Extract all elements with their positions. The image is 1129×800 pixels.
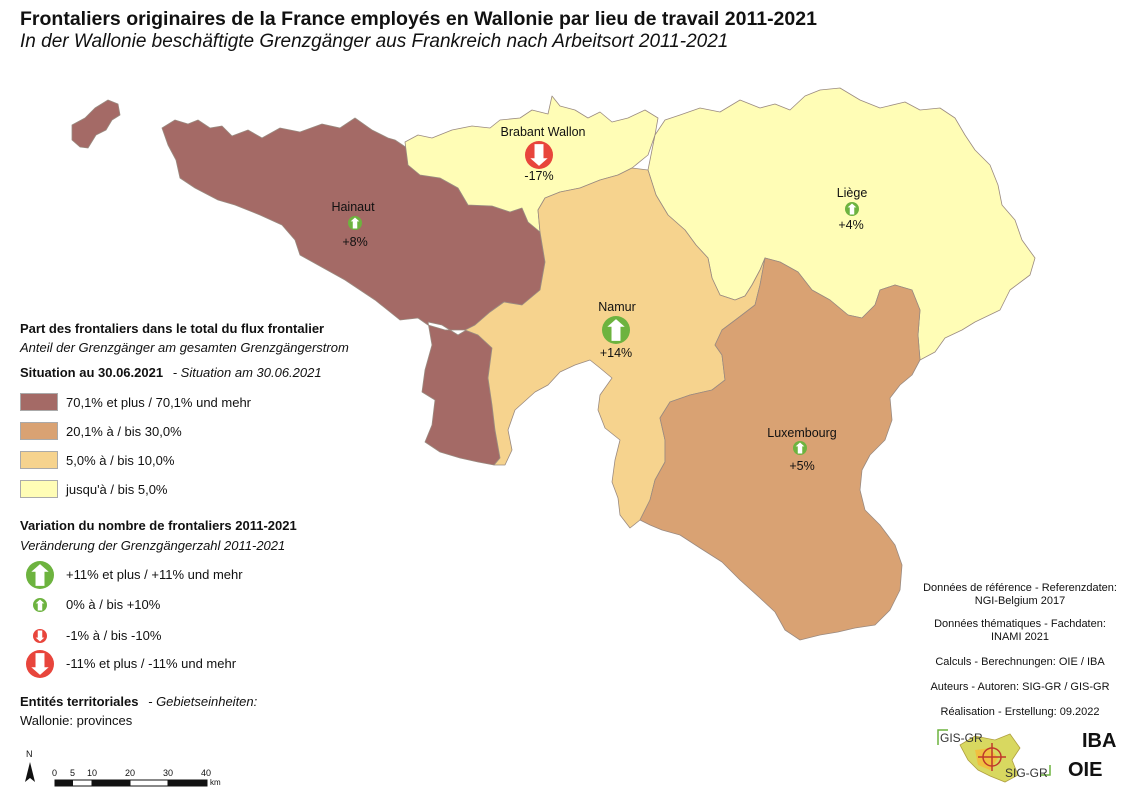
trend-arrow-luxembourg-icon xyxy=(793,441,807,455)
legend-arrow-small-down-icon xyxy=(33,629,47,643)
legend-share-label-2: 20,1% à / bis 30,0% xyxy=(66,423,182,439)
credits-theme-value: INAMI 2021 xyxy=(990,631,1050,643)
province-hainaut-enclave xyxy=(71,99,121,149)
change-label-liege: +4% xyxy=(838,218,864,232)
scale-tick-20: 20 xyxy=(125,768,136,778)
scale-bar xyxy=(25,762,208,787)
province-hainaut xyxy=(161,117,546,466)
legend-arrow-large-down-icon xyxy=(26,650,54,678)
legend-variation-class-2: 0% à / bis +10% xyxy=(20,597,160,612)
legend-share-label-3: 5,0% à / bis 10,0% xyxy=(66,452,175,468)
scale-tick-40: 40 xyxy=(201,768,212,778)
change-label-brabant-wallon: -17% xyxy=(524,169,554,183)
legend-share-title: Part des frontaliers dans le total du fl… xyxy=(20,321,325,336)
legend-share-label-4: jusqu'à / bis 5,0% xyxy=(66,481,168,497)
legend-share-class-4: jusqu'à / bis 5,0% xyxy=(20,478,168,500)
legend-variation-label-4: -11% et plus / -11% und mehr xyxy=(66,656,237,671)
province-label-luxembourg: Luxembourg xyxy=(767,426,837,440)
map-subtitle: In der Wallonie beschäftigte Grenzgänger… xyxy=(20,31,729,52)
legend-arrow-small-up-icon xyxy=(33,598,47,612)
province-namur xyxy=(464,167,766,529)
credits-ref-value: NGI-Belgium 2017 xyxy=(974,595,1066,607)
trend-arrow-brabant-wallon-icon xyxy=(525,141,553,169)
change-label-luxembourg: +5% xyxy=(789,459,815,473)
trend-arrow-namur-icon xyxy=(602,316,630,344)
legend-entities-title: Entités territoriales xyxy=(20,694,139,709)
legend-variation-class-1: +11% et plus / +11% und mehr xyxy=(20,567,243,582)
legend-arrows xyxy=(26,561,54,678)
change-label-namur: +14% xyxy=(599,346,633,360)
legend-share-subtitle: Anteil der Grenzgänger am gesamten Grenz… xyxy=(20,340,349,355)
legend-variation-label-3: -1% à / bis -10% xyxy=(66,628,162,643)
trend-arrow-liège-icon xyxy=(845,202,859,216)
legend-arrow-large-up-icon xyxy=(26,561,54,589)
legend-entities-value: Wallonie: provinces xyxy=(20,713,133,728)
logo-sig-text: SIG-GR xyxy=(1005,766,1048,780)
legend-swatch-3 xyxy=(20,451,58,469)
legend-share-class-2: 20,1% à / bis 30,0% xyxy=(20,420,182,442)
legend-variation-class-4: -11% et plus / -11% und mehr xyxy=(20,656,236,671)
trend-arrows xyxy=(348,141,859,455)
legend-variation-label-1: +11% et plus / +11% und mehr xyxy=(66,567,243,582)
legend-variation-class-3: -1% à / bis -10% xyxy=(20,628,161,643)
logo-gis-text: GIS-GR xyxy=(940,731,983,745)
province-luxembourg xyxy=(639,257,921,641)
legend-swatch-2 xyxy=(20,422,58,440)
logo-oie: OIE xyxy=(1068,759,1103,781)
legend-share-class-3: 5,0% à / bis 10,0% xyxy=(20,449,174,471)
trend-arrow-hainaut-icon xyxy=(348,216,362,230)
logo-iba: IBA xyxy=(1082,730,1117,752)
legend-swatch-4 xyxy=(20,480,58,498)
scale-unit: km xyxy=(210,778,221,787)
credits-theme-label: Données thématiques - Fachdaten: xyxy=(934,618,1106,630)
change-label-hainaut: +8% xyxy=(342,235,368,249)
legend-situation-de: - Situation am 30.06.2021 xyxy=(172,365,322,380)
north-label: N xyxy=(26,749,33,759)
legend-share-class-1: 70,1% et plus / 70,1% und mehr xyxy=(20,391,251,413)
legend-variation-subtitle: Veränderung der Grenzgängerzahl 2011-202… xyxy=(20,538,286,553)
north-arrow-icon xyxy=(25,762,35,782)
map-title: Frontaliers originaires de la France emp… xyxy=(20,8,817,30)
legend-variation-label-2: 0% à / bis +10% xyxy=(66,597,161,612)
province-label-namur: Namur xyxy=(598,300,636,314)
legend-entities: Entités territoriales - Gebietseinheiten… xyxy=(20,694,257,709)
legend-situation-fr: Situation au 30.06.2021 xyxy=(20,365,164,380)
credits-authors: Auteurs - Autoren: SIG-GR / GIS-GR xyxy=(930,681,1110,693)
legend-share-label-1: 70,1% et plus / 70,1% und mehr xyxy=(66,394,252,410)
scale-tick-30: 30 xyxy=(163,768,174,778)
gis-sig-logo xyxy=(937,729,1051,783)
scale-tick-5: 5 xyxy=(70,768,76,778)
credits-calc: Calculs - Berechnungen: OIE / IBA xyxy=(935,656,1105,668)
scale-tick-10: 10 xyxy=(87,768,98,778)
legend-situation: Situation au 30.06.2021 - Situation am 3… xyxy=(20,365,322,380)
province-label-hainaut: Hainaut xyxy=(331,200,375,214)
credits-realisation: Réalisation - Erstellung: 09.2022 xyxy=(940,706,1100,718)
legend-swatch-1 xyxy=(20,393,58,411)
credits-ref-label: Données de référence - Referenzdaten: xyxy=(923,582,1117,594)
legend-entities-subtitle: - Gebietseinheiten: xyxy=(148,694,258,709)
province-label-liege: Liège xyxy=(836,186,868,200)
scale-tick-0: 0 xyxy=(52,768,58,778)
legend-variation-title: Variation du nombre de frontaliers 2011-… xyxy=(20,518,297,533)
province-label-brabant-wallon: Brabant Wallon xyxy=(500,125,586,139)
